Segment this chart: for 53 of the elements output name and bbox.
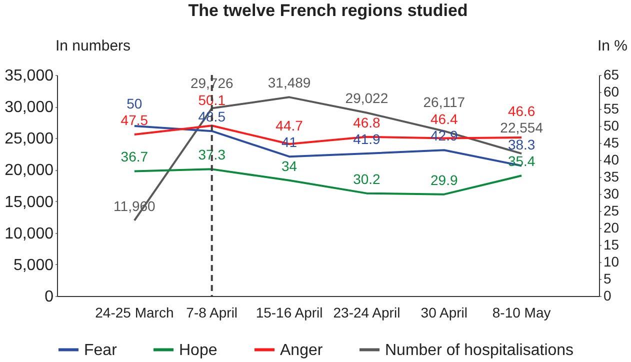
- chart-title: The twelve French regions studied: [188, 1, 468, 20]
- data-label: 29,022: [345, 90, 388, 106]
- x-tick-label: 15-16 April: [256, 304, 323, 320]
- data-label: 26,117: [423, 94, 466, 110]
- y-tick-label: 30,000: [4, 99, 54, 116]
- legend-label: Anger: [280, 342, 324, 359]
- data-label: 44.7: [276, 117, 304, 134]
- y2-tick-label: 60: [604, 84, 620, 100]
- data-label: 37.3: [198, 146, 226, 163]
- y-tick-label: 20,000: [4, 162, 54, 180]
- data-label: 29.9: [430, 172, 458, 188]
- y2-tick-label: 20: [604, 220, 620, 236]
- legend-label: Number of hospitalisations: [385, 342, 574, 359]
- y2-tick-label: 65: [604, 66, 620, 82]
- y2-tick-label: 5: [604, 270, 612, 286]
- data-label: 30.2: [353, 170, 381, 187]
- y-tick-label: 0: [44, 288, 54, 306]
- x-tick-label: 23-24 April: [333, 304, 400, 320]
- legend-label: Fear: [84, 342, 118, 359]
- y2-tick-label: 15: [604, 236, 620, 252]
- x-tick-label: 24-25 March: [95, 304, 174, 320]
- x-tick-label: 30 April: [420, 304, 468, 320]
- x-tick-label: 7-8 April: [186, 304, 238, 320]
- data-label: 34: [281, 158, 298, 174]
- y-axis-title: In numbers: [56, 38, 131, 54]
- y-tick-label: 10,000: [4, 225, 54, 242]
- data-label: 50: [126, 95, 142, 112]
- y2-tick-label: 30: [604, 186, 620, 202]
- y-tick-label: 5,000: [13, 256, 54, 274]
- data-label: 22,554: [500, 120, 544, 136]
- y2-tick-label: 35: [604, 168, 620, 184]
- data-label: 46.6: [508, 103, 536, 120]
- y-tick-label: 25,000: [4, 130, 54, 148]
- legend-label: Hope: [179, 342, 218, 359]
- data-label: 36.7: [120, 148, 148, 165]
- y2-tick-label: 0: [604, 288, 612, 304]
- y2-tick-label: 10: [604, 254, 620, 270]
- y2-axis-title: In %: [597, 38, 628, 54]
- data-label: 38.3: [508, 136, 536, 152]
- y-tick-label: 35,000: [4, 68, 54, 84]
- y2-tick-label: 40: [604, 152, 620, 168]
- data-label: 46.4: [430, 110, 458, 127]
- y-tick-label: 15,000: [4, 194, 54, 211]
- y2-tick-label: 55: [604, 100, 620, 116]
- data-label: 47.5: [120, 112, 148, 128]
- data-label: 35.4: [508, 153, 536, 170]
- data-label: 31,489: [268, 74, 311, 91]
- y2-tick-label: 45: [604, 134, 620, 150]
- y2-tick-label: 25: [604, 202, 620, 218]
- x-tick-label: 8-10 May: [492, 304, 551, 320]
- y2-tick-label: 50: [604, 118, 620, 134]
- data-label: 29,726: [190, 75, 234, 92]
- data-label: 46.8: [353, 114, 381, 130]
